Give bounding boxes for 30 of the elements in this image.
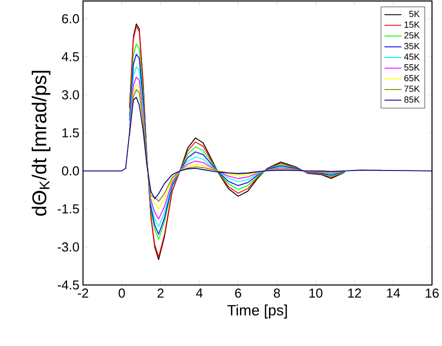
x-tick-label: 12 — [348, 288, 361, 298]
x-tick-label: 2 — [158, 288, 164, 298]
legend-label: 35K — [404, 42, 420, 50]
y-tick-label: 6.0 — [62, 14, 79, 24]
x-axis-title: Time [ps] — [227, 304, 287, 318]
x-tick-label: 10 — [309, 288, 322, 298]
legend-label: 85K — [404, 96, 420, 103]
line-series — [83, 96, 432, 200]
y-tick-label: -3.0 — [58, 242, 79, 252]
legend-label: 45K — [404, 54, 420, 60]
y-tick-label: 3.0 — [62, 90, 79, 100]
legend-label: 15K — [404, 22, 420, 28]
y-tick-label: 0.0 — [62, 166, 79, 176]
legend-label: 65K — [404, 74, 420, 82]
legend-label: 55K — [404, 64, 420, 71]
x-tick-label: 16 — [426, 288, 439, 298]
y-tick-label: 4.5 — [62, 52, 79, 62]
x-tick-label: 14 — [387, 288, 400, 298]
legend-label: 25K — [404, 32, 420, 39]
y-tick-label: -4.5 — [58, 280, 79, 290]
y-axis-title: dΘ$_{K}$/dt [mrad/ps] — [32, 70, 50, 216]
legend-label: 5K — [409, 10, 420, 18]
x-tick-label: -2 — [78, 288, 88, 298]
y-tick-label: 1.5 — [62, 128, 79, 138]
x-tick-label: 8 — [274, 288, 280, 298]
x-tick-label: 6 — [235, 288, 242, 298]
y-tick-label: -1.5 — [58, 204, 79, 214]
legend-label: 75K — [404, 86, 420, 92]
x-tick-label: 0 — [118, 288, 125, 298]
x-tick-label: 4 — [196, 288, 203, 298]
